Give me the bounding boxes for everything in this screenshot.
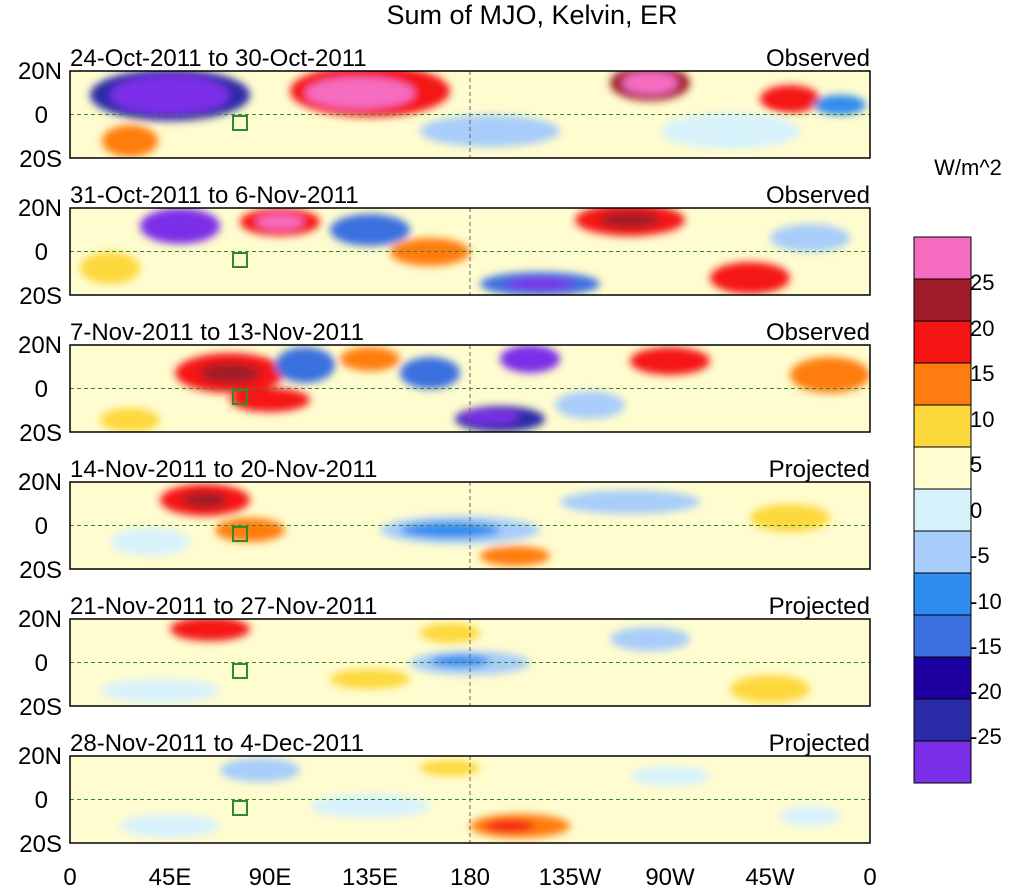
lat-label-eq: 0 <box>35 513 48 540</box>
colorbar-swatch <box>913 278 972 322</box>
panel-status: Projected <box>769 456 870 483</box>
colorbar-tick-label: -15 <box>970 634 1002 659</box>
colorbar-swatches <box>913 236 972 784</box>
lat-label-eq: 0 <box>35 787 48 814</box>
lat-label-eq: 0 <box>35 650 48 677</box>
colorbar-swatch <box>913 530 972 574</box>
lat-label-20n: 20N <box>18 58 62 85</box>
panel-period: 7-Nov-2011 to 13-Nov-2011 <box>70 319 364 346</box>
lat-label-20s: 20S <box>19 420 62 447</box>
lat-label-20s: 20S <box>19 283 62 310</box>
panel-period: 21-Nov-2011 to 27-Nov-2011 <box>70 593 377 620</box>
colorbar-swatch <box>913 656 972 700</box>
colorbar-tick-label: 5 <box>970 452 982 477</box>
colorbar-tick-label: 0 <box>970 498 982 523</box>
colorbar-swatch <box>913 614 972 658</box>
colorbar-swatch <box>913 320 972 364</box>
colorbar-tick-label: -20 <box>970 679 1002 704</box>
lat-label-20n: 20N <box>18 606 62 633</box>
colorbar-swatch <box>913 698 972 742</box>
lon-label: 45W <box>745 864 795 889</box>
colorbar-swatch <box>913 236 972 280</box>
lat-label-20n: 20N <box>18 469 62 496</box>
lat-label-20s: 20S <box>19 146 62 173</box>
colorbar-swatch <box>913 446 972 490</box>
panel-period: 31-Oct-2011 to 6-Nov-2011 <box>70 182 359 209</box>
panel-period: 28-Nov-2011 to 4-Dec-2011 <box>70 730 364 757</box>
colorbar-swatch <box>913 488 972 532</box>
panel-period: 14-Nov-2011 to 20-Nov-2011 <box>70 456 377 483</box>
colorbar-tick-label: -10 <box>970 589 1002 614</box>
colorbar-tick-label: 15 <box>970 361 994 386</box>
panel-4: 14-Nov-2011 to 20-Nov-2011 Projected 20N… <box>18 456 871 584</box>
lon-label: 180 <box>450 864 490 889</box>
panel-2: 31-Oct-2011 to 6-Nov-2011 Observed 20N 0… <box>18 182 871 310</box>
lon-label: 45E <box>149 864 192 889</box>
colorbar-ticks: -25 -20 -15 -10 -5 0 5 10 15 20 25 <box>970 270 1002 749</box>
panel-status: Projected <box>769 730 870 757</box>
panel-5: 21-Nov-2011 to 27-Nov-2011 Projected 20N… <box>18 593 871 721</box>
lon-label: 0 <box>63 864 76 889</box>
lat-label-20s: 20S <box>19 831 62 858</box>
panel-status: Observed <box>766 319 870 346</box>
colorbar-tick-label: -5 <box>970 543 990 568</box>
colorbar-swatch <box>913 740 972 784</box>
panel-status: Observed <box>766 45 870 72</box>
panel-6: 28-Nov-2011 to 4-Dec-2011 Projected 20N … <box>18 730 871 858</box>
lon-label: 90W <box>645 864 695 889</box>
lon-label: 135E <box>342 864 398 889</box>
panel-1: 24-Oct-2011 to 30-Oct-2011 Observed 20N … <box>18 45 871 173</box>
lat-label-20n: 20N <box>18 743 62 770</box>
lat-label-20s: 20S <box>19 694 62 721</box>
colorbar-units: W/m^2 <box>934 155 1002 180</box>
panel-3: 7-Nov-2011 to 13-Nov-2011 Observed 20N 0… <box>18 319 871 447</box>
lon-label: 90E <box>249 864 292 889</box>
colorbar: W/m^2 -25 -20 -15 -10 -5 0 5 10 15 20 25 <box>913 155 1002 784</box>
colorbar-swatch <box>913 362 972 406</box>
lat-label-eq: 0 <box>35 376 48 403</box>
lat-label-20n: 20N <box>18 195 62 222</box>
colorbar-swatch <box>913 572 972 616</box>
panel-status: Projected <box>769 593 870 620</box>
colorbar-swatch <box>913 404 972 448</box>
colorbar-tick-label: 25 <box>970 270 994 295</box>
lat-label-20s: 20S <box>19 557 62 584</box>
lat-label-eq: 0 <box>35 239 48 266</box>
lat-label-20n: 20N <box>18 332 62 359</box>
colorbar-tick-label: 10 <box>970 407 994 432</box>
lat-label-eq: 0 <box>35 102 48 129</box>
colorbar-tick-label: 20 <box>970 316 994 341</box>
panel-period: 24-Oct-2011 to 30-Oct-2011 <box>70 45 367 72</box>
colorbar-tick-label: -25 <box>970 724 1002 749</box>
figure-title: Sum of MJO, Kelvin, ER <box>386 0 677 30</box>
panel-status: Observed <box>766 182 870 209</box>
lon-label: 135W <box>539 864 602 889</box>
lon-label: 0 <box>863 864 876 889</box>
lon-axis: 0 45E 90E 135E 180 135W 90W 45W 0 <box>63 864 876 889</box>
